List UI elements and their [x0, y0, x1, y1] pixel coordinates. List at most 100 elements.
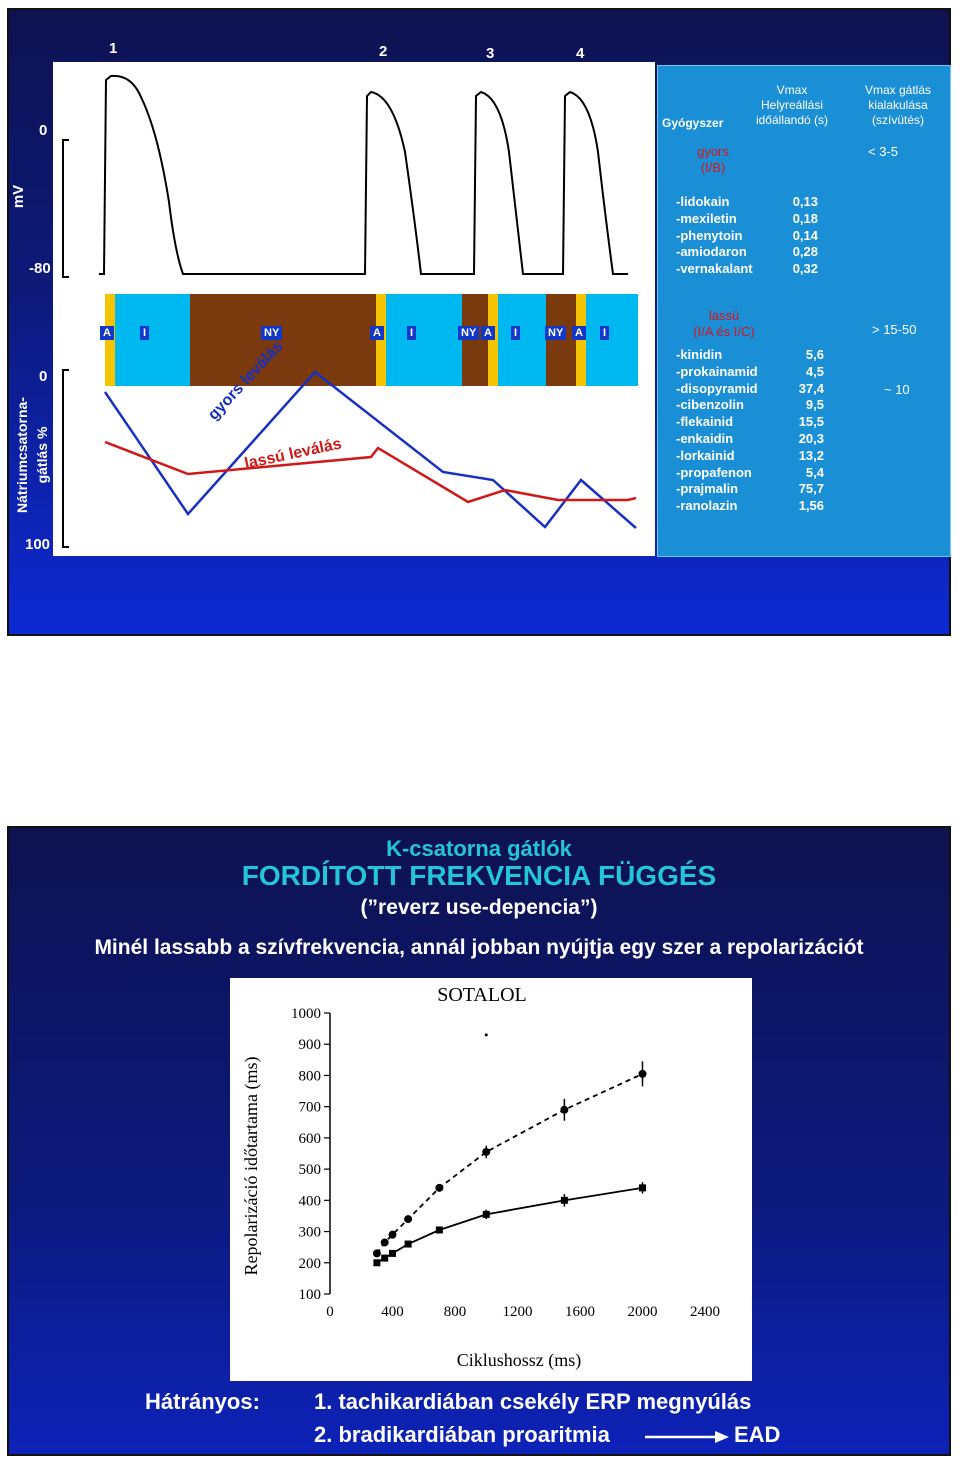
slow-group-label-line2: (I/A és I/C) [693, 324, 755, 339]
drug-name: -lidokain [676, 194, 730, 209]
channel-state-label: I [407, 326, 417, 340]
drug-tau-value: 75,7 [798, 481, 824, 497]
channel-state-label: A [370, 326, 384, 340]
x-tick-label: 2000 [628, 1304, 658, 1320]
channel-bar-I1 [115, 294, 190, 386]
drug-tau-value: 5,4 [805, 464, 824, 480]
y-tick-label: 500 [299, 1162, 322, 1178]
data-point-circle [435, 1183, 444, 1192]
data-point-square [639, 1184, 646, 1192]
block-axis-label-line1: Nátriumcsatorna- [14, 397, 30, 513]
block-axis-top: 0 [39, 368, 48, 385]
channel-state-label: NY [458, 326, 480, 340]
drawback-label: Hátrányos: [145, 1389, 260, 1414]
block-axis-label-line2: gátlás % [34, 426, 50, 484]
table-header-drug: Gyógyszer [662, 116, 724, 130]
drug-tau-value: 37,4 [798, 380, 824, 396]
fast-group-label-line2: (I/B) [700, 160, 726, 175]
table-header-block-line2: kialakulása [868, 98, 928, 112]
chart-title: SOTALOL [437, 984, 527, 1006]
drug-tau-value: 0,32 [792, 261, 818, 277]
data-point-square [404, 1240, 412, 1248]
y-tick-label: 100 [299, 1287, 322, 1303]
drug-tau-value: 0,28 [792, 244, 818, 260]
table-header-tau-line3: időállandó (s) [755, 113, 829, 127]
fast-group-block: < 3-5 [868, 144, 898, 159]
table-header-tau-line1: Vmax [776, 83, 808, 97]
drug-table: Gyógyszer Vmax Helyreállási időállandó (… [657, 65, 951, 557]
slide-k-channel: K-csatorna gátlók FORDÍTOTT FREKVENCIA F… [7, 826, 951, 1456]
drug-name: -cibenzolin [676, 397, 744, 413]
stray-dot [484, 1033, 488, 1037]
drug-name: -prajmalin [676, 481, 739, 497]
data-point-circle [372, 1249, 381, 1258]
data-point-circle [404, 1215, 413, 1224]
slide-sodium-block: 1 2 3 4 0 -80 mV 0 100 Nátriumcsatorna- … [7, 8, 951, 636]
channel-bar-NY3 [546, 294, 576, 386]
chart-marks [372, 1061, 647, 1267]
y-tick-label: 900 [299, 1037, 322, 1053]
drug-tau-value: 5,6 [805, 347, 824, 362]
mv-axis-bottom: -80 [29, 260, 51, 277]
y-tick-label: 1000 [291, 1006, 321, 1022]
drug-tau-value: 0,14 [792, 227, 818, 243]
drawback-1: 1. tachikardiában csekély ERP megnyúlás [314, 1389, 752, 1414]
drawback-2: 2. bradikardiában proaritmia [314, 1422, 610, 1447]
x-tick-label: 800 [444, 1304, 467, 1320]
channel-state-label: A [572, 326, 586, 340]
chart-axes: 100 200 300 400 500 600 700 800 900 1000 0 400 800 12… [291, 1006, 720, 1320]
slide-statement: Minél lassabb a szívfrekvencia, annál jo… [94, 936, 864, 959]
data-point-square [435, 1226, 443, 1234]
drug-name: -amiodaron [676, 244, 747, 260]
drug-tau-value: 0,13 [792, 194, 818, 209]
y-tick-label: 800 [299, 1068, 322, 1084]
x-tick-label: 1600 [565, 1304, 595, 1320]
drug-name: -enkaidin [676, 431, 734, 446]
table-header-block-line3: (szívütés) [871, 113, 924, 127]
slow-group-label-line1: lassú [708, 308, 740, 323]
y-tick-label: 200 [299, 1256, 322, 1272]
table-header-block: Vmax gátlás kialakulása (szívütés) [848, 83, 948, 128]
fast-group-label: gyors (I/B) [678, 144, 748, 176]
drug-tau-value: 20,3 [798, 431, 824, 446]
data-point-circle [638, 1069, 647, 1078]
beat-number-2: 2 [379, 43, 388, 60]
series-line-2 [376, 1186, 643, 1264]
slow-group-label: lassú (I/A és I/C) [688, 308, 760, 340]
data-point-square [381, 1254, 389, 1262]
drug-name: -mexiletin [676, 210, 737, 226]
action-potential-trace [99, 74, 628, 275]
data-point-circle [388, 1230, 397, 1239]
drug-tau-value: 13,2 [798, 447, 824, 463]
data-point-square [389, 1249, 396, 1257]
mv-axis-top: 0 [39, 122, 48, 139]
block-axis-bottom: 100 [25, 536, 51, 553]
block-axis-label: Nátriumcsatorna- gátlás % [12, 370, 52, 540]
beat-number-4: 4 [576, 45, 585, 62]
x-tick-label: 2400 [690, 1304, 720, 1320]
block-bracket [62, 369, 69, 548]
table-header-tau-line2: Helyreállási [760, 98, 824, 112]
data-point-square [373, 1259, 381, 1267]
table-header-block-line1: Vmax gátlás [864, 83, 932, 97]
data-point-square [482, 1210, 490, 1218]
slide-subtitle: FORDÍTOTT FREKVENCIA FÜGGÉS [241, 860, 717, 891]
drug-name: -kinidin [676, 347, 723, 362]
channel-bar-A2 [376, 294, 386, 386]
series-line-1 [376, 1073, 643, 1254]
fast-drug-list: -lidokain 0,13 -mexiletin 0,18 -phenytoin 0,1… [658, 194, 950, 284]
mv-axis-label: mV [10, 184, 28, 209]
x-tick-label: 1200 [503, 1304, 533, 1320]
drug-name: -prokainamid [676, 363, 758, 379]
slow-group-block2: ~ 10 [884, 382, 910, 397]
drug-tau-value: 9,5 [805, 397, 824, 413]
slow-group-block: > 15-50 [872, 322, 917, 337]
plot-overlay [62, 74, 638, 548]
drug-tau-value: 1,56 [798, 498, 824, 514]
sotalol-chart: SOTALOL Ciklushossz (ms) Repolarizáció i… [230, 978, 752, 1381]
drawback-2-result: EAD [734, 1422, 781, 1447]
channel-state-label: NY [261, 326, 283, 340]
drug-tau-value: 4,5 [805, 363, 824, 379]
data-point-circle [380, 1238, 389, 1247]
drug-name: -disopyramid [676, 380, 758, 396]
